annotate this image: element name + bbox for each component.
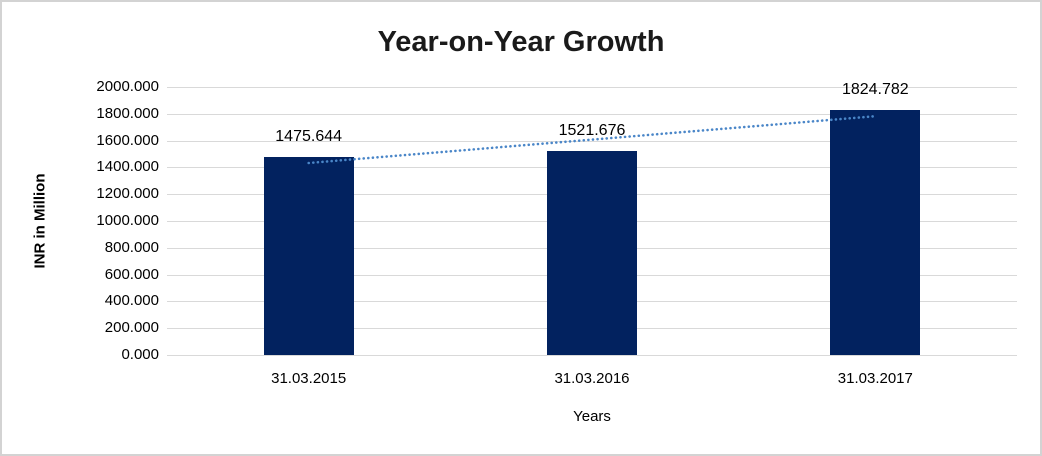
y-axis-tick-label: 400.000	[104, 292, 159, 310]
chart-title: Year-on-Year Growth	[377, 26, 665, 58]
gridline	[167, 355, 1017, 356]
y-axis-tick-label: 1600.000	[96, 131, 159, 149]
y-axis-tick-label: 600.000	[104, 265, 159, 283]
bar-31.03.2015	[263, 157, 354, 355]
bar-31.03.2017	[830, 110, 921, 355]
gridline	[167, 140, 1017, 142]
data-label: 1521.676	[558, 122, 626, 140]
y-axis-tick-label: 0.000	[121, 346, 159, 363]
gridline	[167, 113, 1017, 115]
x-axis-title: Years	[573, 408, 611, 425]
y-axis-tick-label: 2000.000	[96, 78, 159, 95]
gridline	[167, 87, 1017, 88]
y-axis-tick-label: 1200.000	[96, 185, 159, 203]
y-axis-tick-label: 1000.000	[96, 212, 159, 229]
y-axis-tick-label: 1800.000	[96, 104, 159, 122]
trendline	[307, 114, 877, 165]
y-axis-tick-label: 1400.000	[96, 158, 159, 176]
data-label: 1824.782	[841, 81, 909, 99]
bar-31.03.2016	[547, 151, 637, 355]
plot-area	[167, 87, 1017, 356]
x-axis-tick-label: 31.03.2016	[554, 370, 630, 387]
y-axis-tick-label: 800.000	[104, 238, 159, 256]
data-label: 1475.644	[275, 128, 343, 146]
y-axis-tick-label: 200.000	[104, 319, 159, 337]
x-axis-tick-label: 31.03.2015	[271, 370, 347, 387]
x-axis-tick-label: 31.03.2017	[837, 370, 913, 387]
